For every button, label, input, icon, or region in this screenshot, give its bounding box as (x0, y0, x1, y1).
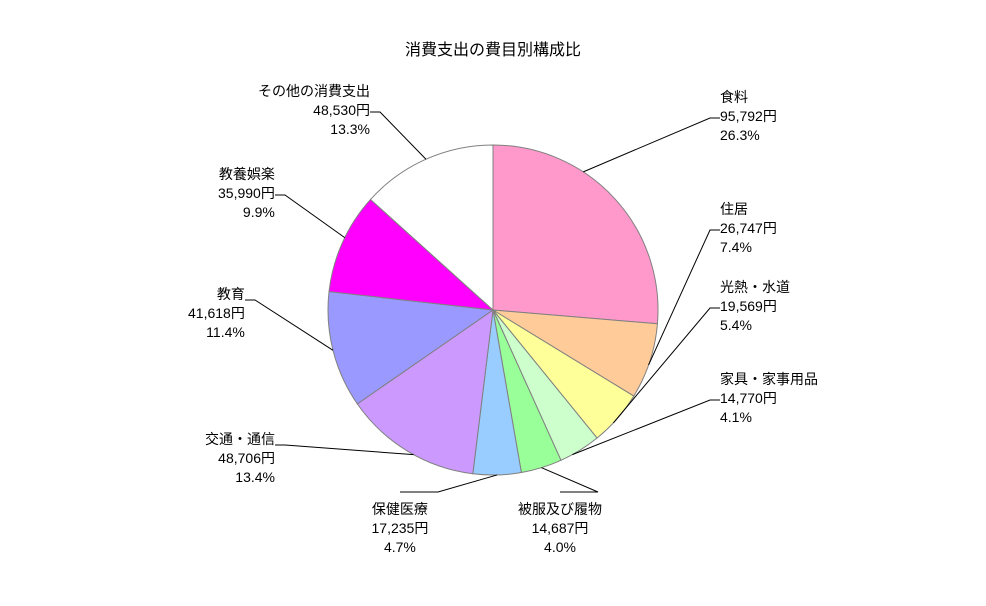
label-amount: 26,747円 (720, 219, 777, 238)
chart-container: 消費支出の費目別構成比 食料95,792円26.3%住居26,747円7.4%光… (0, 0, 986, 606)
pie-slice-food (493, 145, 658, 324)
label-amount: 48,530円 (258, 101, 370, 120)
slice-label-recreation: 教養娯楽35,990円9.9% (218, 165, 275, 222)
slice-label-food: 食料95,792円26.3% (720, 88, 777, 145)
label-percent: 4.7% (372, 538, 429, 557)
label-percent: 13.4% (205, 468, 275, 487)
leader-line (400, 475, 497, 492)
label-amount: 95,792円 (720, 107, 777, 126)
label-percent: 13.3% (258, 120, 370, 139)
slice-label-transport: 交通・通信48,706円13.4% (205, 430, 275, 487)
leader-line (583, 118, 720, 172)
leader-line (649, 230, 720, 365)
pie-chart (0, 0, 986, 606)
label-name: 保健医療 (372, 500, 429, 519)
leader-line (275, 195, 345, 238)
label-percent: 26.3% (720, 126, 777, 145)
leader-line (542, 468, 598, 492)
leader-line (370, 112, 426, 159)
label-name: 交通・通信 (205, 430, 275, 449)
label-percent: 4.1% (720, 408, 818, 427)
slice-label-clothing: 被服及び履物14,687円4.0% (518, 500, 602, 557)
label-percent: 4.0% (518, 538, 602, 557)
label-amount: 19,569円 (720, 297, 790, 316)
label-percent: 5.4% (720, 316, 790, 335)
label-amount: 35,990円 (218, 184, 275, 203)
leader-line (245, 300, 333, 350)
label-name: 被服及び履物 (518, 500, 602, 519)
label-percent: 9.9% (218, 203, 275, 222)
slice-label-utilities: 光熱・水道19,569円5.4% (720, 278, 790, 335)
label-amount: 48,706円 (205, 449, 275, 468)
label-name: その他の消費支出 (258, 82, 370, 101)
label-name: 教育 (188, 285, 245, 304)
label-amount: 41,618円 (188, 304, 245, 323)
slice-label-other: その他の消費支出48,530円13.3% (258, 82, 370, 139)
label-percent: 11.4% (188, 323, 245, 342)
leader-line (275, 445, 414, 455)
label-name: 食料 (720, 88, 777, 107)
label-amount: 17,235円 (372, 519, 429, 538)
slice-label-furniture: 家具・家事用品14,770円4.1% (720, 370, 818, 427)
label-name: 住居 (720, 200, 777, 219)
label-name: 教養娯楽 (218, 165, 275, 184)
slice-label-medical: 保健医療17,235円4.7% (372, 500, 429, 557)
label-name: 家具・家事用品 (720, 370, 818, 389)
slice-label-housing: 住居26,747円7.4% (720, 200, 777, 257)
label-amount: 14,687円 (518, 519, 602, 538)
label-percent: 7.4% (720, 238, 777, 257)
label-name: 光熱・水道 (720, 278, 790, 297)
label-amount: 14,770円 (720, 389, 818, 408)
slice-label-education: 教育41,618円11.4% (188, 285, 245, 342)
